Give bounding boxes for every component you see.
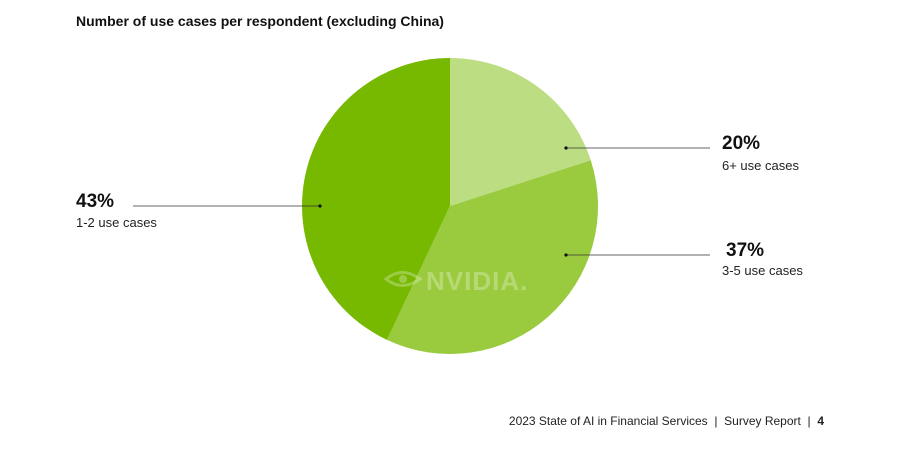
footer: 2023 State of AI in Financial Services |… xyxy=(509,414,824,428)
nvidia-eye-icon xyxy=(383,271,423,287)
slice-callouts: 20% 6+ use cases 37% 3-5 use cases 43% 1-2 us… xyxy=(76,133,803,278)
chart-title: Number of use cases per respondent (excl… xyxy=(76,13,444,29)
callout-dot xyxy=(318,204,322,208)
slice-category-label: 3-5 use cases xyxy=(722,263,803,278)
footer-separator: | xyxy=(714,414,718,428)
nvidia-watermark: NVIDIA. xyxy=(383,266,528,296)
slice-value-label: 37% xyxy=(726,240,764,261)
pie-slice xyxy=(302,58,450,340)
footer-page-number: 4 xyxy=(817,414,824,428)
callout-dot xyxy=(564,253,568,257)
callout-dot xyxy=(564,146,568,150)
pie-slices xyxy=(302,57,599,354)
footer-report-type: Survey Report xyxy=(724,414,801,428)
slice-value-label: 20% xyxy=(722,133,760,154)
slice-value-label: 43% xyxy=(76,191,114,212)
slice-category-label: 1-2 use cases xyxy=(76,215,157,230)
pie-slice xyxy=(450,57,591,206)
slice-category-label: 6+ use cases xyxy=(722,158,799,173)
footer-report-name: 2023 State of AI in Financial Services xyxy=(508,414,708,428)
pie-slice xyxy=(386,160,599,354)
footer-separator: | xyxy=(807,414,811,428)
watermark-text: NVIDIA. xyxy=(426,266,528,296)
